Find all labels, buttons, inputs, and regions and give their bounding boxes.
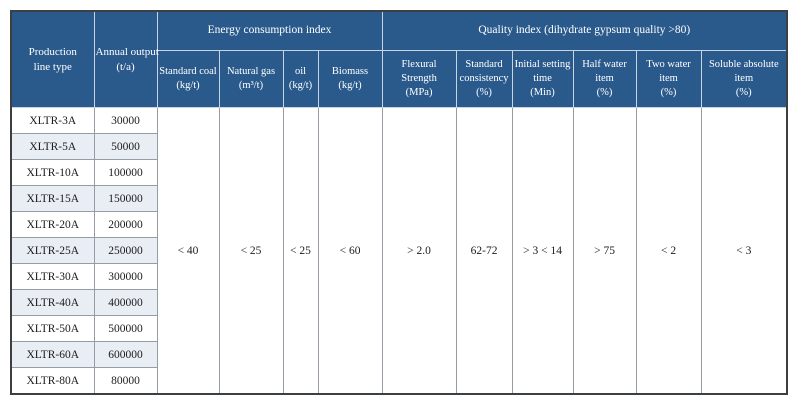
col-header-half-water-item: Half water item (%) bbox=[572, 50, 637, 108]
cell-annual-output: 150000 bbox=[93, 185, 158, 212]
table-row: XLTR-60A 600000 bbox=[10, 341, 787, 368]
header-row-groups: Production line type Annual output (t/a)… bbox=[10, 10, 788, 108]
cell-annual-output: 250000 bbox=[93, 237, 158, 264]
cell-annual-output: 50000 bbox=[93, 133, 158, 160]
spec-table: Production line type Annual output (t/a)… bbox=[10, 10, 789, 395]
cell-production-line-type: XLTR-3A bbox=[10, 107, 95, 134]
col-header-production-line-type: Production line type bbox=[10, 10, 95, 108]
col-header-flexural-strength: Flexural Strength (MPa) bbox=[381, 50, 457, 108]
cell-production-line-type: XLTR-60A bbox=[10, 341, 95, 368]
cell-two-water-item-value: < 2 bbox=[635, 107, 702, 395]
cell-production-line-type: XLTR-40A bbox=[10, 289, 95, 316]
col-header-standard-coal: Standard coal (kg/t) bbox=[156, 50, 220, 108]
col-header-annual-output: Annual output (t/a) bbox=[93, 10, 159, 108]
col-header-natural-gas: Natural gas (m³/t) bbox=[218, 50, 284, 108]
cell-annual-output: 30000 bbox=[93, 107, 158, 134]
cell-production-line-type: XLTR-50A bbox=[10, 315, 95, 342]
cell-annual-output: 500000 bbox=[93, 315, 158, 342]
cell-half-water-item-value: > 75 bbox=[572, 107, 637, 395]
cell-soluble-absolute-item-value: < 3 bbox=[700, 107, 788, 395]
col-header-soluble-absolute-item: Soluble absolute item (%) bbox=[700, 50, 788, 108]
table-row: XLTR-10A 100000 bbox=[10, 159, 787, 186]
cell-production-line-type: XLTR-10A bbox=[10, 159, 95, 186]
col-header-initial-setting-time: Initial setting time (Min) bbox=[511, 50, 574, 108]
cell-flexural-strength-value: > 2.0 bbox=[381, 107, 457, 395]
table-row: XLTR-20A 200000 bbox=[10, 211, 787, 238]
cell-annual-output: 200000 bbox=[93, 211, 158, 238]
cell-biomass-value: < 60 bbox=[317, 107, 383, 395]
group-header-quality-index: Quality index (dihydrate gypsum quality … bbox=[381, 10, 788, 51]
cell-production-line-type: XLTR-80A bbox=[10, 367, 95, 395]
header-row-subcolumns: Standard coal (kg/t) Natural gas (m³/t) … bbox=[11, 50, 788, 108]
group-header-energy-consumption: Energy consumption index bbox=[156, 10, 383, 51]
col-header-biomass: Biomass (kg/t) bbox=[317, 50, 383, 108]
cell-production-line-type: XLTR-20A bbox=[10, 211, 95, 238]
cell-production-line-type: XLTR-25A bbox=[10, 237, 95, 264]
cell-annual-output: 80000 bbox=[93, 367, 158, 395]
cell-oil-value: < 25 bbox=[282, 107, 319, 395]
cell-annual-output: 400000 bbox=[93, 289, 158, 316]
col-header-two-water-item: Two water item (%) bbox=[635, 50, 702, 108]
cell-production-line-type: XLTR-5A bbox=[10, 133, 95, 160]
cell-annual-output: 600000 bbox=[93, 341, 158, 368]
table-header: Production line type Annual output (t/a)… bbox=[10, 10, 788, 108]
table-row: XLTR-50A 500000 bbox=[10, 315, 787, 342]
table-row: XLTR-80A 80000 bbox=[10, 367, 787, 395]
col-header-standard-consistency: Standard consistency (%) bbox=[455, 50, 513, 108]
table-body: XLTR-3A 30000 < 40 < 25 < 25 < 60 > 2.0 … bbox=[10, 107, 788, 395]
cell-standard-consistency-value: 62-72 bbox=[455, 107, 513, 395]
cell-natural-gas-value: < 25 bbox=[218, 107, 284, 395]
cell-production-line-type: XLTR-30A bbox=[10, 263, 95, 290]
cell-annual-output: 100000 bbox=[93, 159, 158, 186]
table-row: XLTR-15A 150000 bbox=[10, 185, 787, 212]
cell-standard-coal-value: < 40 bbox=[156, 107, 220, 395]
table-row: XLTR-25A 250000 bbox=[10, 237, 787, 264]
col-header-oil: oil (kg/t) bbox=[282, 50, 319, 108]
cell-production-line-type: XLTR-15A bbox=[10, 185, 95, 212]
cell-initial-setting-time-value: > 3 < 14 bbox=[511, 107, 574, 395]
table-row: XLTR-3A 30000 < 40 < 25 < 25 < 60 > 2.0 … bbox=[10, 107, 788, 395]
table-row: XLTR-5A 50000 bbox=[10, 133, 787, 160]
cell-annual-output: 300000 bbox=[93, 263, 158, 290]
